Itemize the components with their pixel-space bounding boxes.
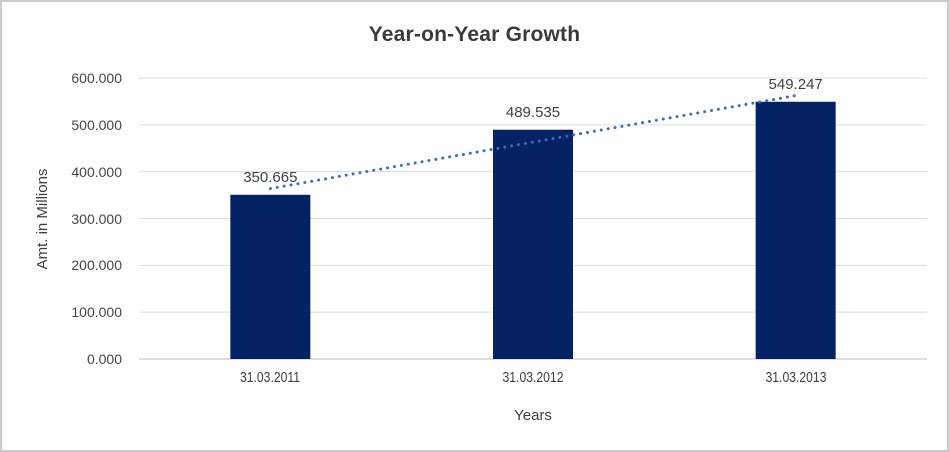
y-tick-label: 500.000 <box>71 116 122 133</box>
bar <box>493 129 573 359</box>
x-category-label: 31.03.2013 <box>765 370 827 386</box>
x-category-label: 31.03.2011 <box>240 370 301 386</box>
y-tick-label: 100.000 <box>71 304 122 321</box>
y-tick-label: 600.000 <box>71 70 122 86</box>
trendline <box>268 94 798 191</box>
y-axis-title: Amt. in Millions <box>34 168 51 270</box>
bar-data-label: 350.665 <box>243 168 298 186</box>
x-category-label: 31.03.2012 <box>502 370 564 386</box>
y-tick-label: 400.000 <box>71 163 122 180</box>
chart-title: Year-on-Year Growth <box>368 23 581 46</box>
bar-data-label: 489.535 <box>505 103 561 121</box>
x-axis-title: Years <box>514 407 552 424</box>
y-tick-label: 300.000 <box>71 210 122 227</box>
bar-data-label: 549.247 <box>768 75 823 93</box>
y-tick-label: 200.000 <box>71 257 122 274</box>
bar <box>755 101 836 360</box>
bar <box>230 194 311 359</box>
y-tick-label: 0.000 <box>86 351 122 367</box>
